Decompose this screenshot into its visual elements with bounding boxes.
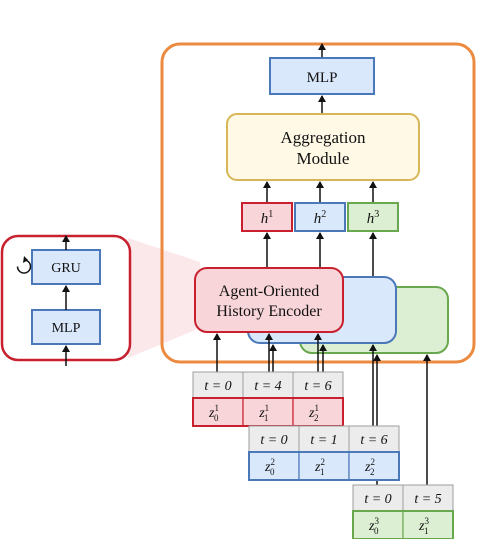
agent2-time-label: t = 1 bbox=[310, 433, 337, 448]
aggregation-label-line2: Module bbox=[297, 149, 350, 168]
agent2-time-label: t = 0 bbox=[260, 433, 287, 448]
observation-tables: t = 0 t = 4 t = 6 z1 0 z1 1 z1 2 t = 0 t = 1 t = 6 z… bbox=[192, 371, 454, 540]
agent1-time-label: t = 4 bbox=[254, 379, 281, 394]
aggregation-label-line1: Aggregation bbox=[281, 128, 366, 147]
h1-box bbox=[241, 202, 293, 232]
agent1-time-cell bbox=[192, 371, 244, 399]
encoder-agent1-box bbox=[194, 267, 344, 333]
h3-label: h3 bbox=[367, 209, 380, 227]
agent1-obs-cell bbox=[192, 397, 244, 427]
detail-mlp-label: MLP bbox=[52, 321, 81, 336]
agent3-obs-label: z3 1 bbox=[418, 516, 429, 536]
agent2-obs-label: z2 0 bbox=[264, 457, 275, 477]
agent1-obs-cell bbox=[292, 397, 344, 427]
detail-gru-box bbox=[31, 249, 101, 285]
zoom-connector bbox=[128, 238, 200, 358]
agent3-time-label: t = 0 bbox=[364, 492, 391, 507]
detail-gru-label: GRU bbox=[51, 261, 81, 276]
agent2-time-label: t = 6 bbox=[360, 433, 387, 448]
agent1-obs-label: z1 1 bbox=[258, 403, 269, 423]
h2-box bbox=[294, 202, 346, 232]
agent1-time-cell bbox=[242, 371, 294, 399]
h1-label: h1 bbox=[261, 209, 274, 227]
agent1-obs-label: z1 2 bbox=[308, 403, 319, 423]
agent2-time-cell bbox=[348, 425, 400, 453]
agent1-obs-label: z1 0 bbox=[208, 403, 219, 423]
top-mlp-label: MLP bbox=[307, 70, 338, 86]
agent2-obs-label: z2 1 bbox=[314, 457, 325, 477]
agent1-time-cell bbox=[292, 371, 344, 399]
agent3-time-label: t = 5 bbox=[414, 492, 441, 507]
h2-label: h2 bbox=[314, 209, 327, 227]
agent2-obs-label: z2 2 bbox=[364, 457, 375, 477]
encoder-label-line1: Agent-Oriented bbox=[219, 283, 319, 300]
h3-box bbox=[347, 202, 399, 232]
agent2-time-cell bbox=[248, 425, 300, 453]
agent2-obs-row-outline bbox=[248, 451, 400, 481]
agent3-obs-label: z3 0 bbox=[368, 516, 379, 536]
agent1-obs-cell bbox=[242, 397, 294, 427]
agent3-obs-cell bbox=[402, 510, 454, 540]
top-mlp-box bbox=[269, 57, 375, 95]
agent1-time-label: t = 6 bbox=[304, 379, 331, 394]
encoder-label-line2: History Encoder bbox=[216, 303, 322, 320]
recurrent-loop-icon bbox=[16, 256, 32, 274]
agent1-time-label: t = 0 bbox=[204, 379, 231, 394]
aggregation-module-box bbox=[226, 113, 420, 181]
agent3-time-cell bbox=[352, 484, 404, 512]
agent2-time-cell bbox=[298, 425, 350, 453]
